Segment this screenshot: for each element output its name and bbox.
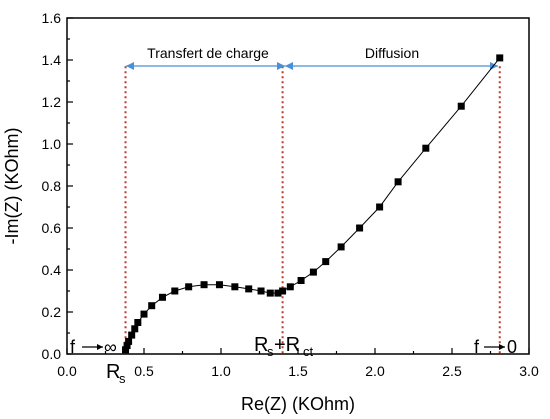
- data-point: [131, 325, 139, 333]
- y-axis-ticks: 0.0 0.2 0.4 0.6 0.8 1.0 1.2 1.4 1.6: [42, 10, 73, 362]
- diffusion-label: Diffusion: [365, 45, 419, 61]
- x-tick-label: 2.5: [442, 363, 462, 379]
- y-tick-label: 0.4: [42, 262, 62, 278]
- plot-frame: [66, 17, 530, 355]
- f-infinity-f: f: [70, 337, 76, 357]
- data-point: [185, 283, 193, 291]
- data-point: [148, 302, 156, 310]
- y-tick-label: 0.2: [42, 304, 62, 320]
- data-point: [376, 203, 384, 211]
- y-axis-label: -Im(Z) (KOhm): [2, 128, 22, 245]
- data-point: [200, 281, 208, 289]
- y-tick-label: 1.6: [42, 10, 62, 26]
- rs-rct-label-s: s: [267, 344, 274, 359]
- data-point: [496, 54, 504, 62]
- x-tick-label: 2.0: [365, 363, 385, 379]
- data-point: [422, 144, 430, 152]
- data-points: [122, 54, 504, 354]
- data-point: [171, 287, 179, 295]
- rs-label-sub: s: [119, 371, 126, 386]
- data-point: [337, 243, 345, 251]
- data-point: [457, 102, 465, 110]
- data-point: [245, 285, 253, 293]
- rs-rct-label-ct: ct: [303, 344, 314, 359]
- data-point: [122, 346, 130, 354]
- data-point: [231, 283, 239, 291]
- y-tick-label: 1.0: [42, 136, 62, 152]
- data-point: [279, 287, 287, 295]
- data-point: [128, 331, 136, 339]
- f-zero-arrowhead: [499, 344, 505, 350]
- x-tick-label: 1.0: [211, 363, 231, 379]
- rs-rct-label-r: R: [254, 334, 268, 356]
- x-tick-label: 0.5: [134, 363, 154, 379]
- data-point: [215, 281, 223, 289]
- data-line: [125, 57, 501, 350]
- data-point: [266, 289, 274, 297]
- f-infinity-arrowhead: [97, 344, 103, 350]
- data-point: [134, 319, 142, 326]
- data-point: [140, 310, 148, 318]
- f-zero-f: f: [474, 337, 480, 357]
- x-tick-label: 1.5: [288, 363, 308, 379]
- data-point: [257, 287, 265, 295]
- y-tick-label: 1.2: [42, 94, 62, 110]
- vertical-markers: [124, 66, 501, 354]
- data-point: [158, 293, 166, 301]
- rs-rct-label-plus: +R: [274, 334, 300, 356]
- charge-transfer-arrowhead-left: [126, 62, 134, 70]
- data-point: [322, 258, 330, 266]
- y-tick-label: 0.0: [42, 346, 62, 362]
- y-tick-label: 0.6: [42, 220, 62, 236]
- charge-transfer-arrowhead-right: [277, 62, 285, 70]
- x-tick-label: 0.0: [57, 363, 77, 379]
- zero-symbol: 0: [507, 337, 517, 357]
- data-point: [309, 268, 317, 276]
- data-point: [286, 283, 294, 291]
- data-point: [394, 178, 402, 186]
- x-axis-label: Re(Z) (KOhm): [241, 394, 355, 414]
- data-point: [125, 337, 133, 345]
- data-point: [297, 277, 305, 284]
- rs-label-main: R: [106, 361, 120, 383]
- infinity-symbol: ∞: [104, 337, 117, 357]
- region-arrows: [126, 62, 498, 70]
- diffusion-arrowhead-left: [285, 62, 293, 70]
- x-tick-label: 3.0: [519, 363, 539, 379]
- x-axis-ticks: 0.0 0.5 1.0 1.5 2.0 2.5 3.0: [57, 348, 539, 379]
- y-tick-label: 0.8: [42, 178, 62, 194]
- data-point: [123, 342, 131, 350]
- data-point: [356, 224, 364, 232]
- data-point: [274, 289, 282, 297]
- charge-transfer-label: Transfert de charge: [147, 45, 269, 61]
- y-tick-label: 1.4: [42, 52, 62, 68]
